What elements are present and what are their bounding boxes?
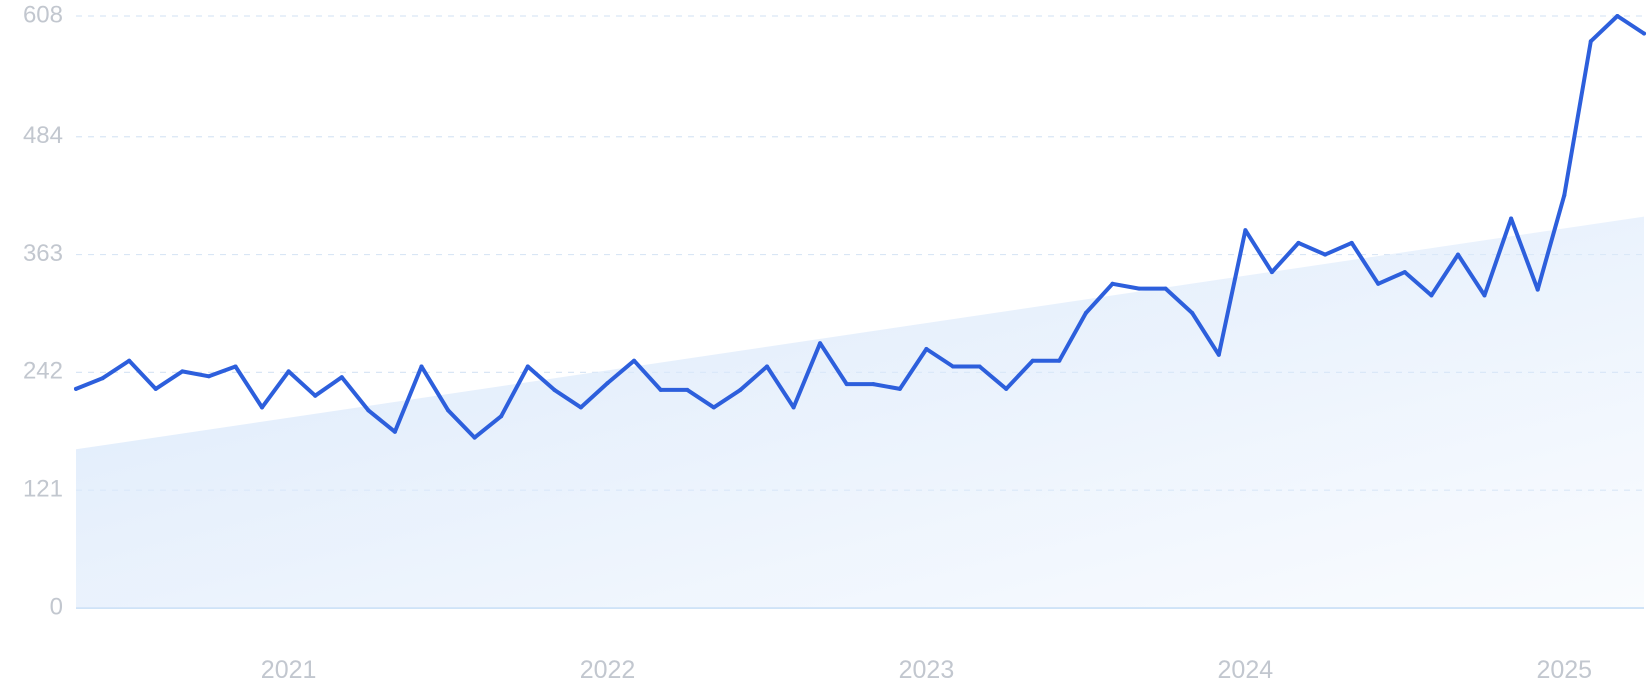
- data-point: [1402, 270, 1407, 275]
- data-point: [871, 382, 876, 387]
- data-point: [1588, 39, 1593, 44]
- data-point: [1057, 358, 1062, 363]
- trend-area-fill: [76, 216, 1644, 608]
- data-point: [1110, 281, 1115, 286]
- data-point: [392, 429, 397, 434]
- data-point: [366, 408, 371, 413]
- data-point: [525, 364, 530, 369]
- data-point: [924, 347, 929, 351]
- data-point: [685, 387, 690, 392]
- data-point: [1642, 31, 1646, 36]
- data-point: [578, 405, 583, 410]
- data-point: [1535, 287, 1540, 292]
- x-tick-label: 2023: [899, 656, 955, 684]
- trend-area: [76, 216, 1644, 608]
- y-tick-label: 484: [23, 122, 63, 149]
- data-point: [1562, 193, 1567, 198]
- y-tick-label: 242: [23, 358, 63, 385]
- data-point: [419, 364, 424, 369]
- data-point: [1083, 311, 1088, 315]
- y-tick-label: 121: [23, 476, 63, 503]
- y-axis: 0 121 242 363 484 608: [23, 1, 63, 620]
- data-point: [260, 405, 264, 410]
- x-tick-label: 2022: [580, 656, 636, 684]
- y-tick-label: 0: [50, 593, 63, 620]
- series-line: [74, 14, 1646, 440]
- data-point: [1482, 293, 1487, 298]
- data-point: [153, 386, 158, 391]
- data-point: [206, 374, 211, 379]
- data-point: [180, 369, 185, 374]
- data-point: [233, 364, 238, 369]
- data-point: [738, 387, 743, 392]
- data-point: [446, 408, 451, 413]
- data-point: [286, 369, 291, 374]
- x-axis: 2021 2022 2023 2024 2025: [261, 656, 1592, 684]
- data-point: [1429, 293, 1434, 298]
- data-point: [472, 435, 477, 440]
- data-point: [1190, 311, 1195, 315]
- data-point: [1216, 352, 1221, 357]
- data-point: [1509, 216, 1514, 221]
- x-tick-label: 2024: [1218, 656, 1274, 684]
- data-point: [1349, 240, 1354, 245]
- data-point: [313, 393, 318, 398]
- data-point: [1243, 228, 1248, 233]
- data-point: [1004, 386, 1009, 391]
- data-point: [1137, 286, 1142, 291]
- data-point: [100, 376, 105, 381]
- y-tick-label: 363: [23, 240, 63, 267]
- data-point: [1376, 281, 1381, 286]
- x-tick-label: 2021: [261, 656, 317, 684]
- data-point: [1030, 358, 1035, 363]
- data-point: [339, 375, 344, 380]
- data-point: [765, 364, 769, 369]
- data-point: [605, 381, 610, 386]
- data-point: [1615, 14, 1620, 18]
- data-point: [1323, 252, 1328, 257]
- data-point: [1456, 252, 1460, 257]
- data-point: [897, 386, 902, 391]
- data-point: [977, 364, 982, 369]
- data-point: [1296, 240, 1301, 245]
- data-point: [818, 341, 823, 346]
- data-point: [632, 358, 637, 363]
- data-point: [1163, 286, 1168, 291]
- data-point: [1269, 270, 1274, 275]
- data-point: [951, 364, 955, 369]
- data-point: [658, 387, 663, 392]
- data-point: [711, 405, 716, 410]
- y-tick-label: 608: [23, 1, 63, 28]
- series: [74, 14, 1646, 440]
- data-point: [844, 382, 849, 387]
- data-point: [499, 414, 504, 419]
- data-point: [552, 387, 557, 392]
- data-point: [74, 386, 78, 391]
- x-tick-label: 2025: [1536, 656, 1592, 684]
- data-point: [127, 358, 132, 363]
- data-point: [791, 405, 796, 410]
